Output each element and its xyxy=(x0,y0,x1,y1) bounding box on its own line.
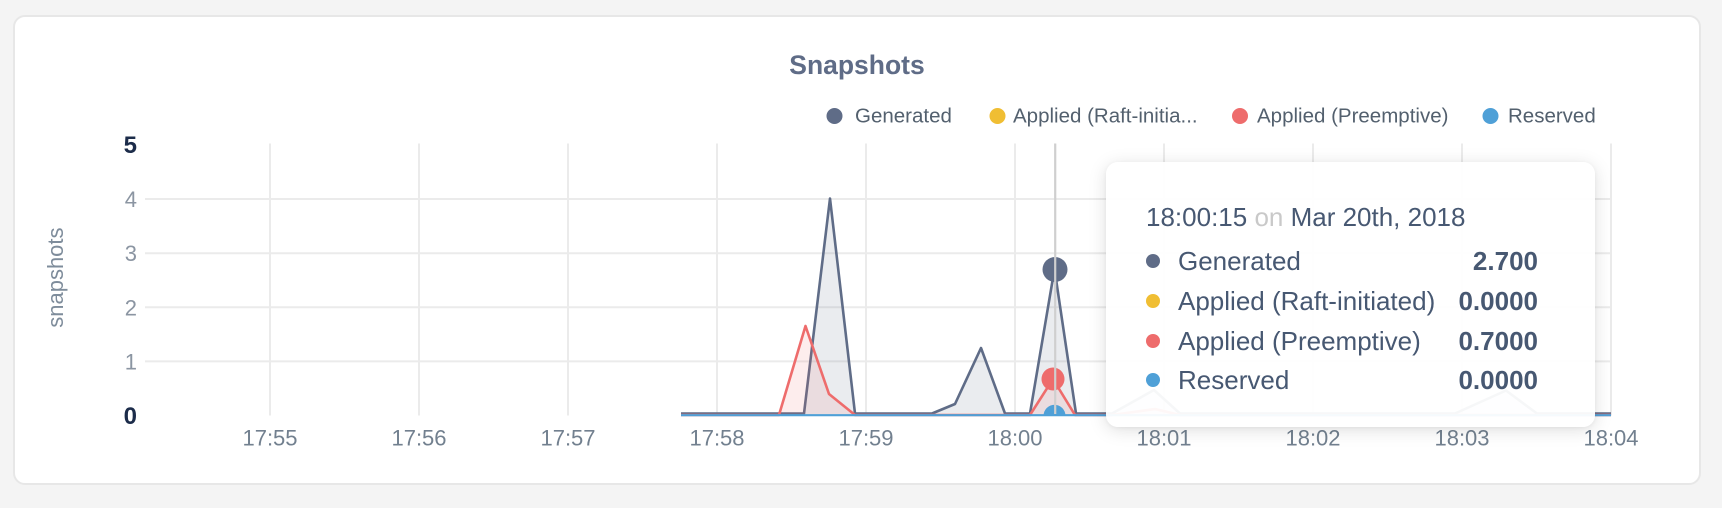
svg-text:3: 3 xyxy=(125,241,137,266)
svg-text:17:55: 17:55 xyxy=(242,426,297,451)
svg-text:18:03: 18:03 xyxy=(1434,426,1489,451)
svg-text:2: 2 xyxy=(125,296,137,321)
svg-text:Snapshots: Snapshots xyxy=(789,50,924,80)
svg-text:1: 1 xyxy=(125,350,137,375)
svg-text:4: 4 xyxy=(125,187,137,212)
svg-text:Applied (Raft-initia...: Applied (Raft-initia... xyxy=(1013,105,1198,128)
svg-text:18:02: 18:02 xyxy=(1285,426,1340,451)
svg-text:17:56: 17:56 xyxy=(391,426,446,451)
svg-text:17:58: 17:58 xyxy=(689,426,744,451)
svg-text:17:57: 17:57 xyxy=(540,426,595,451)
svg-text:17:59: 17:59 xyxy=(838,426,893,451)
svg-text:0: 0 xyxy=(124,403,137,430)
svg-text:18:04: 18:04 xyxy=(1583,426,1638,451)
svg-text:18:01: 18:01 xyxy=(1136,426,1191,451)
svg-text:18:00: 18:00 xyxy=(987,426,1042,451)
svg-text:Applied (Preemptive): Applied (Preemptive) xyxy=(1257,105,1448,128)
svg-text:Reserved: Reserved xyxy=(1508,105,1596,128)
svg-text:snapshots: snapshots xyxy=(43,227,68,327)
svg-text:Generated: Generated xyxy=(855,105,952,128)
svg-text:5: 5 xyxy=(124,132,137,159)
